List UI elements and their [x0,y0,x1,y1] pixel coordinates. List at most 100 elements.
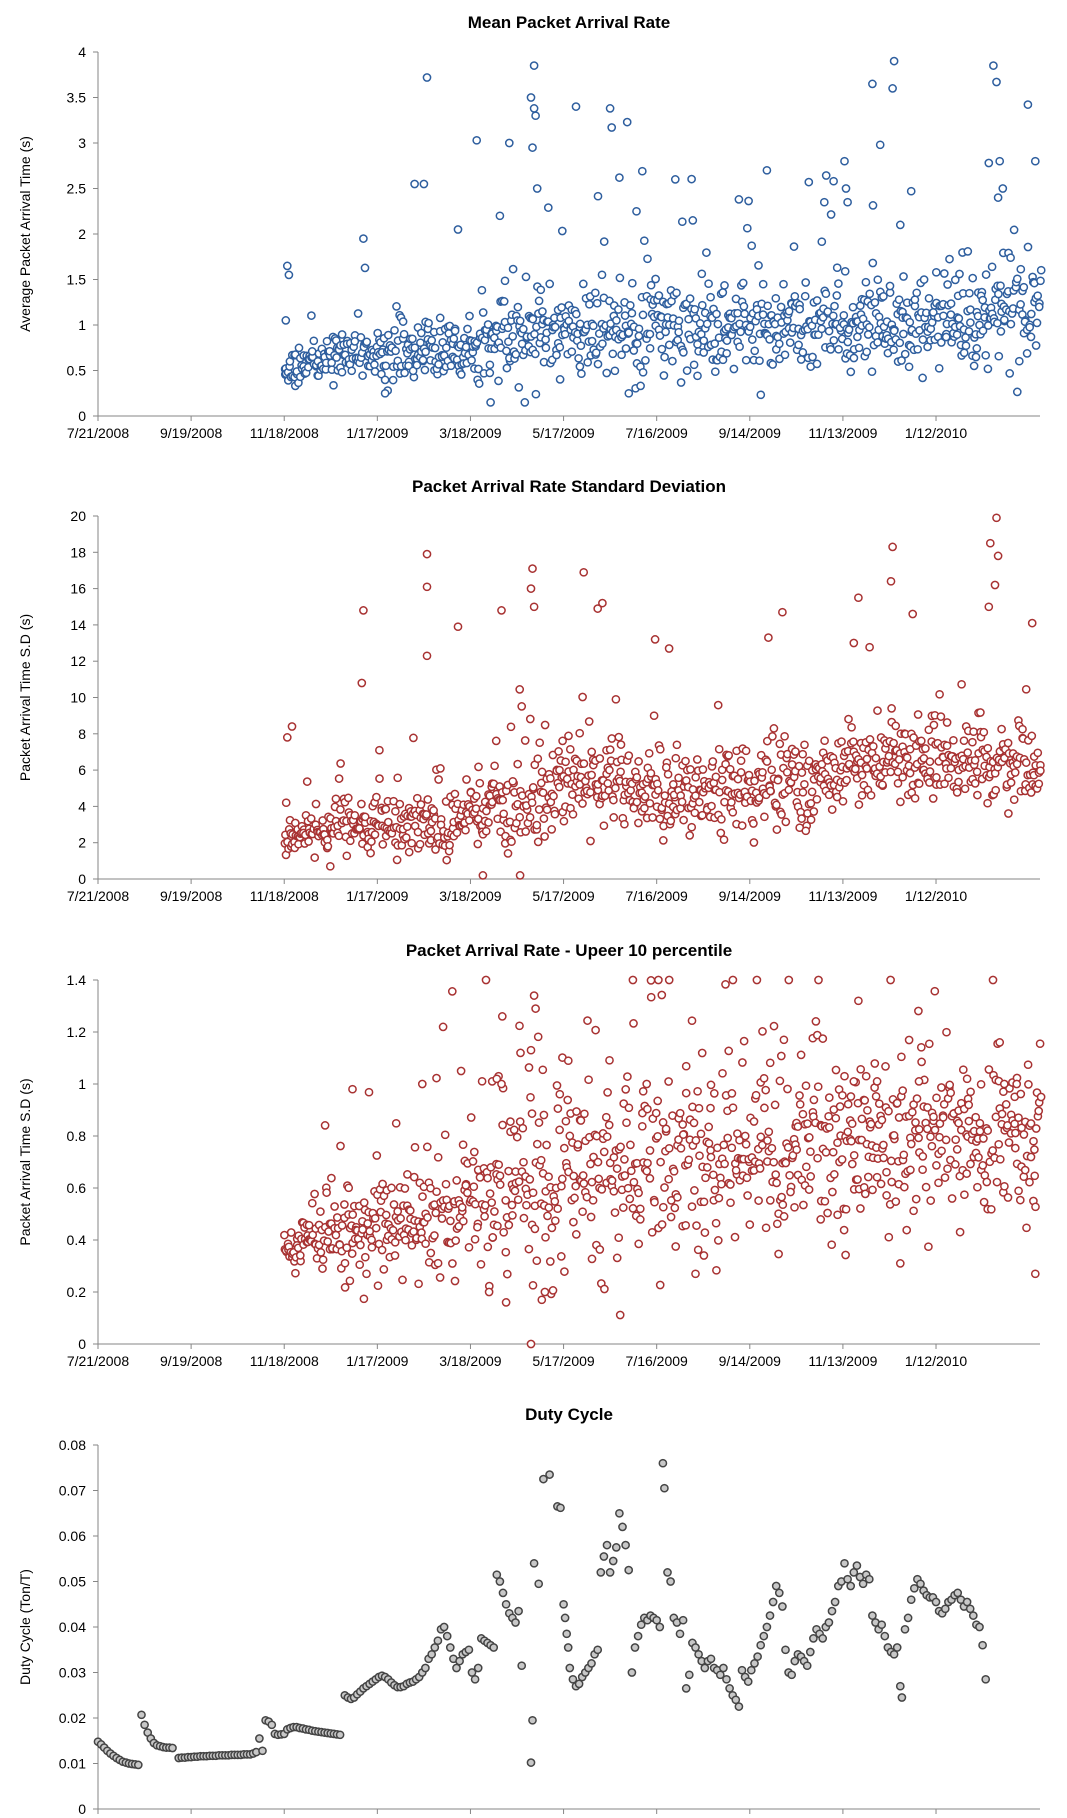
y-tick-label: 4 [78,44,86,60]
data-point [824,1122,834,1132]
data-point [690,1186,699,1195]
data-point [542,805,552,815]
data-point [856,1064,866,1074]
data-point [832,291,842,300]
data-point [517,702,527,711]
data-point [378,840,388,849]
data-point [632,772,642,782]
data-point [734,195,744,204]
data-point [421,347,430,357]
data-point [664,1077,673,1086]
data-point [970,755,980,765]
data-point [791,747,800,756]
data-point [666,1577,675,1586]
data-point [420,365,430,375]
data-point [655,744,665,754]
data-point [497,606,506,615]
data-point [392,302,401,311]
data-point [853,332,862,342]
data-point [495,1171,505,1181]
data-point [995,1154,1005,1164]
x-tick-label: 7/21/2008 [67,888,129,904]
data-point [790,1656,800,1666]
data-point [388,375,398,385]
data-point [478,871,488,880]
data-point [897,356,906,365]
data-point [1010,768,1020,777]
data-point [362,1269,371,1279]
data-point [325,861,335,871]
data-point [517,1661,527,1671]
data-point [598,339,607,349]
data-point [889,738,898,748]
data-point [469,1182,479,1192]
data-point [616,767,625,777]
data-point [660,1483,669,1493]
data-point [771,293,781,303]
data-point [924,725,934,735]
data-point [323,1237,333,1246]
data-point [646,280,656,290]
data-point [988,975,998,985]
data-point [658,836,668,845]
data-point [629,1019,638,1028]
data-point [645,1174,655,1183]
data-point [909,1206,918,1216]
data-point [499,809,509,819]
data-point [812,359,822,369]
data-point [558,736,567,746]
data-point [480,1212,489,1221]
data-point [849,737,858,747]
y-tick-label: 0.05 [59,1574,86,1590]
data-point [851,764,860,774]
data-point [405,1206,415,1215]
data-point [436,764,445,773]
data-point [784,975,794,985]
data-point [367,1242,377,1252]
data-point [543,203,553,212]
data-point [532,1256,542,1266]
y-tick-label: 0.08 [59,1437,86,1453]
data-point [599,821,609,831]
data-point [490,761,499,771]
y-tick-label: 0.07 [59,1483,86,1499]
data-point [795,304,805,314]
data-point [983,798,992,808]
data-point [906,1139,916,1149]
data-point [833,1210,842,1220]
data-point [906,1595,916,1605]
data-point [891,721,901,731]
data-point [943,1164,952,1174]
data-point [687,1016,697,1026]
data-point [402,822,412,832]
data-point [334,774,344,783]
data-point [519,1213,529,1223]
data-point [650,635,660,644]
data-point [755,1164,765,1173]
data-point [846,367,856,377]
data-point [1003,738,1013,748]
data-point [849,1150,859,1160]
data-point [846,1581,856,1591]
data-point [556,1503,565,1513]
data-point [711,1218,721,1228]
data-point [513,759,523,769]
data-point [318,1264,327,1273]
data-point [492,1570,502,1580]
data-point [907,1107,917,1117]
data-point [451,1236,461,1245]
data-point [478,308,488,317]
data-point [875,140,885,150]
data-point [525,714,535,724]
data-point [692,1221,701,1230]
data-point [528,143,537,152]
data-point [813,1153,822,1163]
data-point [777,1192,786,1202]
data-point [281,316,291,325]
data-point [316,1248,326,1257]
data-point [921,744,930,753]
data-point [797,768,807,777]
data-point [632,797,642,807]
data-point [559,1599,568,1609]
data-point [796,1050,806,1060]
